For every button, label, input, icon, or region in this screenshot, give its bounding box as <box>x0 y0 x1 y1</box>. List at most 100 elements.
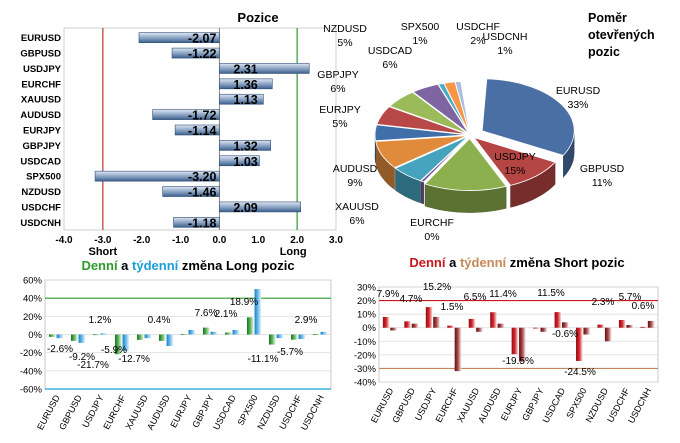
pie-slice-pct: 1% <box>497 45 512 57</box>
category-label: XAUUSD <box>21 95 61 106</box>
y-tick-label: 40% <box>23 294 43 305</box>
daily-change-bar <box>490 312 497 328</box>
daily-change-bar <box>447 325 454 328</box>
pie-slice-pct: 5% <box>337 37 352 49</box>
category-label: AUDUSD <box>20 110 61 121</box>
category-label: SPX500 <box>235 393 259 427</box>
pie-slice-pct: 6% <box>330 83 345 95</box>
pie-title-line: otevřených <box>588 28 655 42</box>
short-change-title: Denní a týdenní změna Short pozic <box>409 255 624 270</box>
daily-change-bar <box>268 334 276 345</box>
pie-slice-pct: 0% <box>424 231 439 243</box>
position-bar <box>152 109 220 120</box>
weekly-change-bar <box>476 327 483 332</box>
value-label: 2.1% <box>215 309 238 320</box>
short-title-rest: změna Short pozic <box>506 255 624 270</box>
x-tick-label: 3.0 <box>329 235 343 246</box>
category-label: USDCAD <box>20 156 61 167</box>
pie-slice-pct: 1% <box>412 35 427 47</box>
y-tick-label: -60% <box>20 385 43 396</box>
value-label: 1.5% <box>441 302 464 313</box>
pie-slice-pct: 15% <box>504 165 525 177</box>
daily-change-bar <box>576 327 583 361</box>
position-bar <box>219 155 260 167</box>
pie-slice-name: USDCAD <box>368 45 413 57</box>
pie-slice <box>424 137 507 191</box>
weekly-change-bar <box>210 331 218 335</box>
value-label: 6.5% <box>464 292 487 303</box>
long-title-rest: změna Long pozic <box>178 258 294 273</box>
value-label: 5.7% <box>619 292 642 303</box>
y-tick-label: 60% <box>23 276 43 287</box>
short-title-weekly: týdenní <box>460 255 507 270</box>
value-label: 4.7% <box>400 294 423 305</box>
weekly-change-bar <box>298 334 306 340</box>
positions-chart: Pozice EURUSD -2.07 GBPUSD -1.22 USDJPY 2.31 E… <box>20 10 343 258</box>
weekly-change-bar <box>78 334 86 343</box>
value-label: -12.7% <box>118 354 150 365</box>
y-tick-label: -20% <box>20 348 43 359</box>
x-tick-label: 2.0 <box>290 235 304 246</box>
y-tick-label: 10% <box>357 310 377 321</box>
category-label: EURJPY <box>23 126 62 137</box>
pie-slice-name: GBPJPY <box>317 69 358 81</box>
short-change-chart: Denní a týdenní změna Short pozic 30% 20%… <box>354 255 659 425</box>
pie-slice-name: USDCNH <box>483 31 528 43</box>
pie-title-line: pozic <box>588 45 620 59</box>
daily-change-bar <box>382 316 390 328</box>
pie-slice <box>375 135 468 169</box>
position-bar <box>171 47 220 59</box>
category-label: GBPUSD <box>20 49 61 60</box>
category-label: SPX500 <box>26 172 61 183</box>
x-tick-label: -2.0 <box>133 235 151 246</box>
position-bar <box>219 93 264 105</box>
y-tick-label: -30% <box>354 364 377 375</box>
pie-slice-name: EURUSD <box>556 85 601 97</box>
pie-slice-pct: 33% <box>567 99 588 111</box>
value-label: 1.13 <box>233 93 257 107</box>
daily-change-bar <box>312 334 320 335</box>
pie-slice-name: EURCHF <box>410 217 454 229</box>
daily-change-bar <box>290 334 298 340</box>
x-tick-label: -4.0 <box>55 235 73 246</box>
daily-change-bar <box>158 334 166 341</box>
value-label: 15.2% <box>423 282 451 293</box>
pie-slice-name: EURJPY <box>319 104 360 116</box>
daily-change-bar <box>180 334 188 335</box>
weekly-change-bar <box>647 320 655 328</box>
value-label: 0.4% <box>148 315 171 326</box>
daily-change-bar <box>597 324 604 328</box>
weekly-change-bar <box>561 322 569 328</box>
daily-change-bar <box>511 327 519 355</box>
weekly-change-bar <box>144 334 152 339</box>
x-tick-label: -3.0 <box>94 235 112 246</box>
short-axis-label: Short <box>88 246 117 258</box>
value-label: -1.18 <box>188 216 217 230</box>
pie-slice-pct: 5% <box>332 118 347 130</box>
value-label: -3.20 <box>188 170 217 184</box>
daily-change-bar <box>468 318 476 328</box>
value-label: -1.22 <box>188 47 217 61</box>
weekly-change-bar <box>254 289 262 335</box>
value-label: 2.09 <box>233 201 257 215</box>
positions-title: Pozice <box>237 10 278 25</box>
position-bar <box>173 217 220 228</box>
position-bar <box>162 186 220 197</box>
value-label: 1.2% <box>89 315 112 326</box>
value-label: 11.5% <box>537 288 565 299</box>
pie-slice-name: GBPUSD <box>580 163 625 175</box>
value-label: 18.9% <box>230 297 258 308</box>
x-tick-label: 0.0 <box>212 235 226 246</box>
pie-slice <box>389 91 469 135</box>
value-label: -19.5% <box>502 356 534 367</box>
y-tick-label: -40% <box>20 366 43 377</box>
value-label: -9.2% <box>69 352 95 363</box>
value-label: 1.36 <box>233 78 257 92</box>
pie-slice <box>394 135 469 182</box>
pie-slice-name: SPX500 <box>401 21 440 33</box>
value-label: 2.3% <box>592 297 615 308</box>
category-label: NZDUSD <box>21 187 61 198</box>
pie-slice <box>376 106 468 135</box>
weekly-change-bar <box>433 316 440 328</box>
pie-title-line: Poměr <box>588 11 627 25</box>
